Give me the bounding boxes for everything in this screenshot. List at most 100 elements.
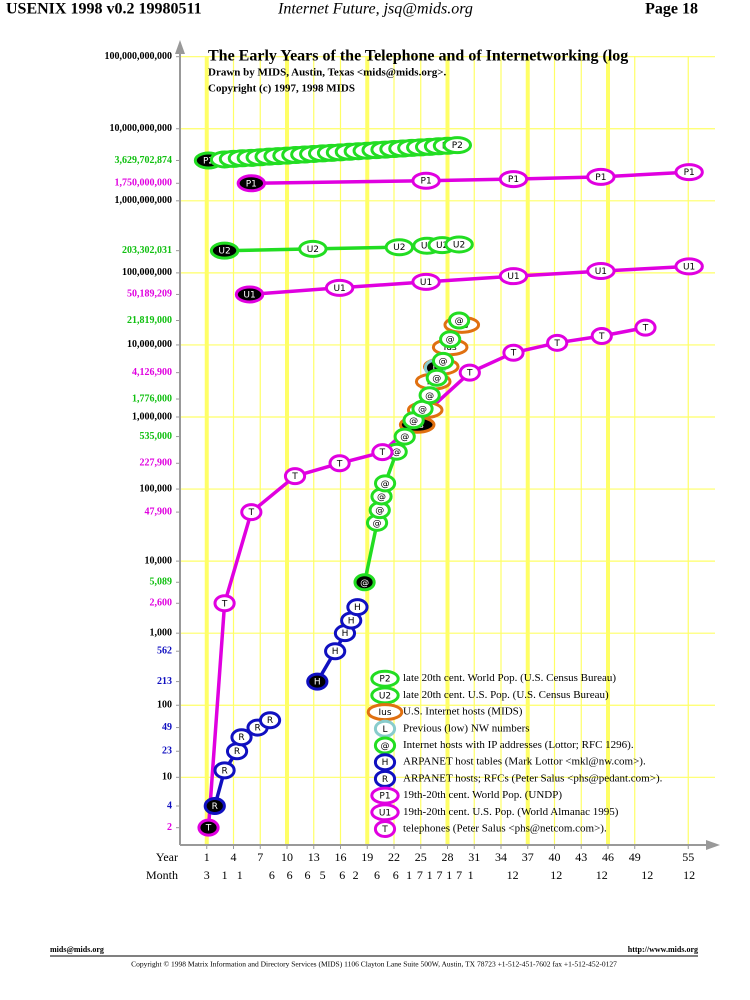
x-tick-label: 49 [629,850,641,864]
marker [370,669,400,688]
marker [418,386,441,405]
y-tick-label: 50,189,209 [127,289,172,300]
marker-label: H [354,603,361,613]
marker [324,642,347,661]
y-tick-label: 535,000 [140,431,173,442]
y-tick-label: 100,000 [140,483,173,494]
x-tick-label: 28 [442,850,454,864]
marker [373,719,397,738]
marker-label: R [234,747,240,757]
marker [197,818,220,837]
marker-label: U2 [218,247,230,257]
y-tick-label: 100 [157,700,172,711]
y-tick-label: 100,000,000 [122,267,172,278]
x-arrow [706,840,720,850]
marker-label: R [221,766,227,776]
marker [213,594,236,613]
y-tick-label: 21,819,000 [127,315,172,326]
marker-label: @ [377,492,386,502]
month-tick-label: 7 [456,868,462,882]
marker [328,454,351,473]
y-tick-label: 47,900 [145,506,173,517]
chart-subtitle: Drawn by MIDS, Austin, Texas <mids@mids.… [208,67,446,79]
y-tick-label: 2 [167,822,172,833]
y-tick-label: 100,000,000,000 [105,51,173,62]
month-tick-label: 12 [641,868,653,882]
marker [502,343,525,362]
month-tick-label: 1 [237,868,243,882]
month-tick-label: 12 [683,868,695,882]
marker-label: T [379,448,386,458]
month-tick-label: 3 [204,868,210,882]
marker [498,267,529,286]
marker-label: P2 [203,156,214,166]
marker [353,573,376,592]
marker-label: @ [418,405,427,415]
marker-label: @ [400,433,409,443]
marker-label: P1 [246,179,257,189]
marker [373,769,397,788]
y-arrow [175,40,185,54]
month-tick-label: 1 [446,868,452,882]
marker [366,703,404,722]
marker-label: P1 [684,168,695,178]
legend-label: 19th-20th cent. U.S. Pop. (World Almanac… [403,806,619,818]
x-tick-label: 37 [522,850,534,864]
footer-left: mids@mids.org [50,945,104,954]
header-right: Page 18 [645,1,698,18]
marker-label: U1 [333,284,345,294]
marker-label: Ius [378,708,391,718]
y-tick-label: 10,000,000,000 [110,123,173,134]
marker-label: H [332,647,339,657]
marker [425,368,448,387]
marker-label: @ [360,578,369,588]
month-tick-label: 7 [436,868,442,882]
y-tick-label: 4 [167,800,172,811]
x-tick-label: 46 [602,850,614,864]
marker-label: U1 [243,290,255,300]
marker [234,285,265,304]
marker [373,753,397,772]
marker [213,761,236,780]
marker [546,333,569,352]
month-tick-label: 1 [468,868,474,882]
marker [590,327,613,346]
marker-label: @ [455,317,464,327]
marker [674,163,704,182]
marker-label: T [205,824,212,834]
legend-label: U.S. Internet hosts (MIDS) [403,706,523,718]
marker-label: P1 [421,177,432,187]
marker [498,170,529,189]
y-tick-label: 1,776,000 [132,393,172,404]
legend-label: late 20th cent. U.S. Pop. (U.S. Census B… [403,689,609,701]
legend: P2 late 20th cent. World Pop. (U.S. Censu… [366,669,663,838]
marker [442,136,473,155]
marker-label: H [314,678,321,688]
y-tick-label: 203,302,031 [122,245,172,256]
y-tick-label: 1,000 [150,627,173,638]
x-tick-label: 43 [575,850,587,864]
x-tick-label: 19 [361,850,373,864]
month-tick-label: 12 [550,868,562,882]
marker-label: H [348,616,355,626]
marker [283,467,307,486]
marker-label: P2 [379,675,390,685]
marker [458,363,481,382]
marker [674,257,704,276]
marker [431,351,455,370]
month-tick-label: 6 [287,868,293,882]
marker [258,711,282,730]
marker-label: @ [432,374,441,384]
marker-label: R [212,802,218,812]
marker-label: @ [425,391,434,401]
marker-label: R [254,724,260,734]
footer-copyright: Copyright © 1998 Matrix Information and … [131,960,617,969]
x-tick-label: 7 [257,850,263,864]
x-tick-label: 25 [415,850,427,864]
header-left: USENIX 1998 v0.2 19980511 [6,1,202,18]
marker-label: L [382,725,387,735]
x-tick-label: 4 [231,850,237,864]
marker-label: H [382,758,389,768]
marker [586,167,616,186]
month-tick-label: 2 [353,868,359,882]
